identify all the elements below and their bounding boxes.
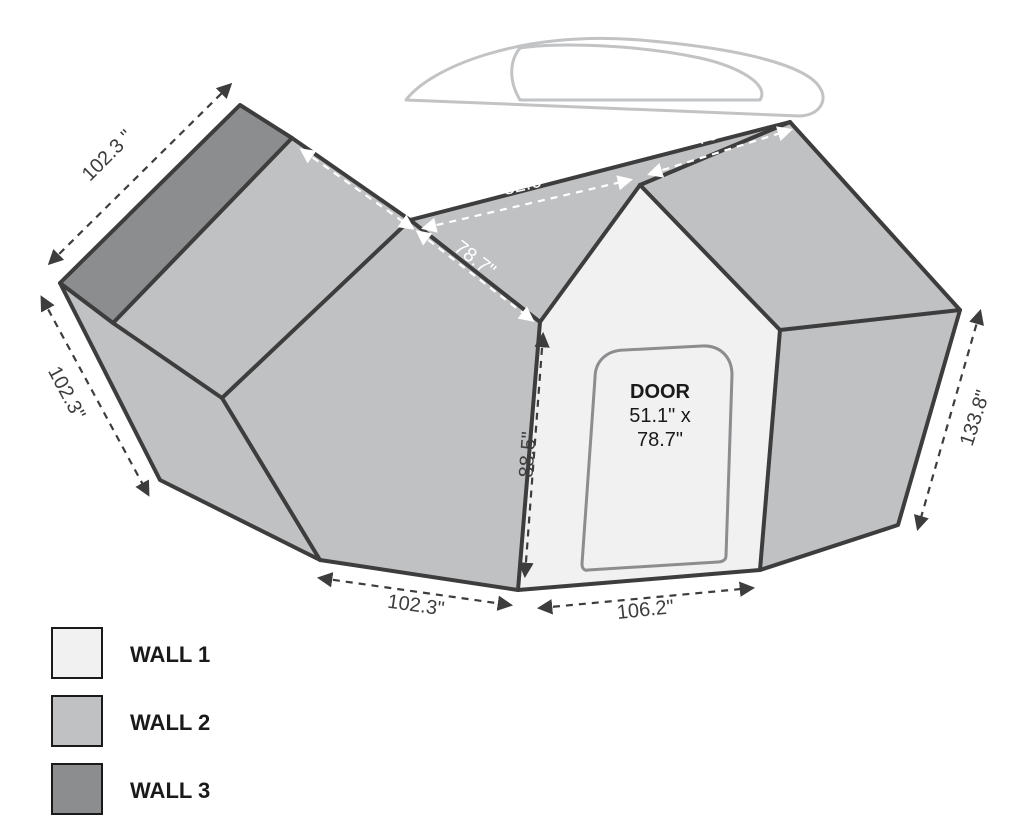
door-dim-2: 78.7" <box>637 429 683 451</box>
dim-label-top-left-outer: 102.3 " <box>78 126 138 186</box>
legend-label-wall3: WALL 3 <box>130 778 210 803</box>
legend-swatch-wall1 <box>52 628 102 678</box>
wall2-right-side <box>760 310 960 570</box>
vehicle-silhouette <box>406 38 823 116</box>
legend: WALL 1 WALL 2 WALL 3 <box>52 628 210 814</box>
legend-swatch-wall2 <box>52 696 102 746</box>
door-title: DOOR <box>630 381 691 403</box>
legend-label-wall2: WALL 2 <box>130 710 210 735</box>
legend-swatch-wall3 <box>52 764 102 814</box>
legend-label-wall1: WALL 1 <box>130 642 210 667</box>
door-dim-1: 51.1" x <box>629 405 691 427</box>
awning-diagram: 102.3 "78.7"82.6"78.7"78.7"102.3"102.3"1… <box>0 0 1024 818</box>
dim-label-door-height: 88.5" <box>515 431 540 478</box>
dim-label-bottom-right: 106.2" <box>616 596 675 624</box>
door-label: DOOR51.1" x78.7" <box>629 381 691 451</box>
dim-label-right-outer: 133.8" <box>956 388 995 449</box>
vehicle-outline <box>406 38 823 116</box>
